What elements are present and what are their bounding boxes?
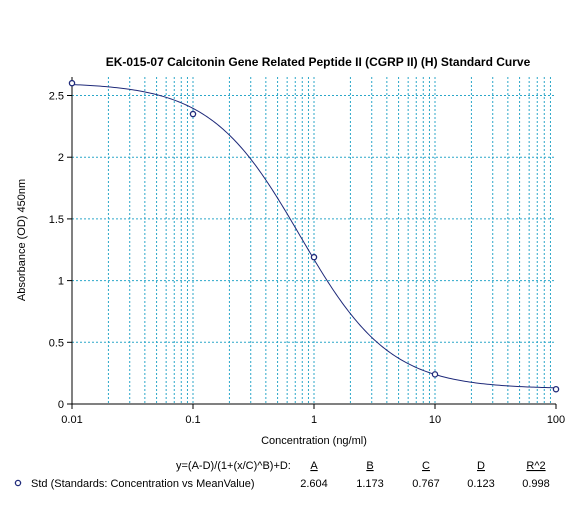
fit-header-r2: R^2 bbox=[526, 460, 545, 472]
fit-value-d: 0.123 bbox=[467, 478, 495, 490]
fit-value-a: 2.604 bbox=[300, 478, 328, 490]
fit-value-b: 1.173 bbox=[356, 478, 384, 490]
y-tick-label: 1 bbox=[58, 276, 64, 288]
y-tick-label: 0.5 bbox=[49, 337, 64, 349]
fit-value-r2: 0.998 bbox=[522, 478, 550, 490]
y-tick-label: 2 bbox=[58, 152, 64, 164]
x-tick-labels: 0.01 0.1 1 10 100 bbox=[61, 404, 565, 426]
data-point bbox=[189, 110, 197, 118]
chart-title: EK-015-07 Calcitonin Gene Related Peptid… bbox=[106, 55, 531, 69]
data-point bbox=[431, 371, 439, 378]
y-tick-label: 1.5 bbox=[49, 214, 64, 226]
data-point bbox=[552, 385, 560, 393]
x-tick-label: 10 bbox=[429, 414, 441, 426]
x-tick-label: 0.1 bbox=[185, 414, 200, 426]
data-point bbox=[68, 79, 76, 87]
grid bbox=[72, 77, 556, 404]
fit-value-c: 0.767 bbox=[412, 478, 440, 490]
y-tick-label: 2.5 bbox=[49, 91, 64, 103]
fit-header-c: C bbox=[422, 460, 430, 472]
legend-marker-icon bbox=[14, 479, 22, 487]
x-axis-label: Concentration (ng/ml) bbox=[261, 435, 367, 447]
x-tick-label: 100 bbox=[547, 414, 565, 426]
fit-header-b: B bbox=[366, 460, 373, 472]
data-points bbox=[68, 79, 560, 393]
fit-equation: y=(A-D)/(1+(x/C)^B)+D: bbox=[176, 460, 291, 472]
fit-header-d: D bbox=[477, 460, 485, 472]
fit-table: y=(A-D)/(1+(x/C)^B)+D: A B C D R^2 Std (… bbox=[14, 460, 550, 490]
fit-header-a: A bbox=[310, 460, 318, 472]
x-tick-label: 0.01 bbox=[61, 414, 82, 426]
y-axis-label: Absorbance (OD) 450nm bbox=[16, 179, 28, 301]
legend-series-name: Std (Standards: Concentration vs MeanVal… bbox=[31, 478, 255, 490]
x-tick-label: 1 bbox=[311, 414, 317, 426]
data-point bbox=[310, 253, 318, 261]
y-tick-labels: 0 0.5 1 1.5 2 2.5 bbox=[49, 91, 72, 411]
y-tick-label: 0 bbox=[58, 399, 64, 411]
